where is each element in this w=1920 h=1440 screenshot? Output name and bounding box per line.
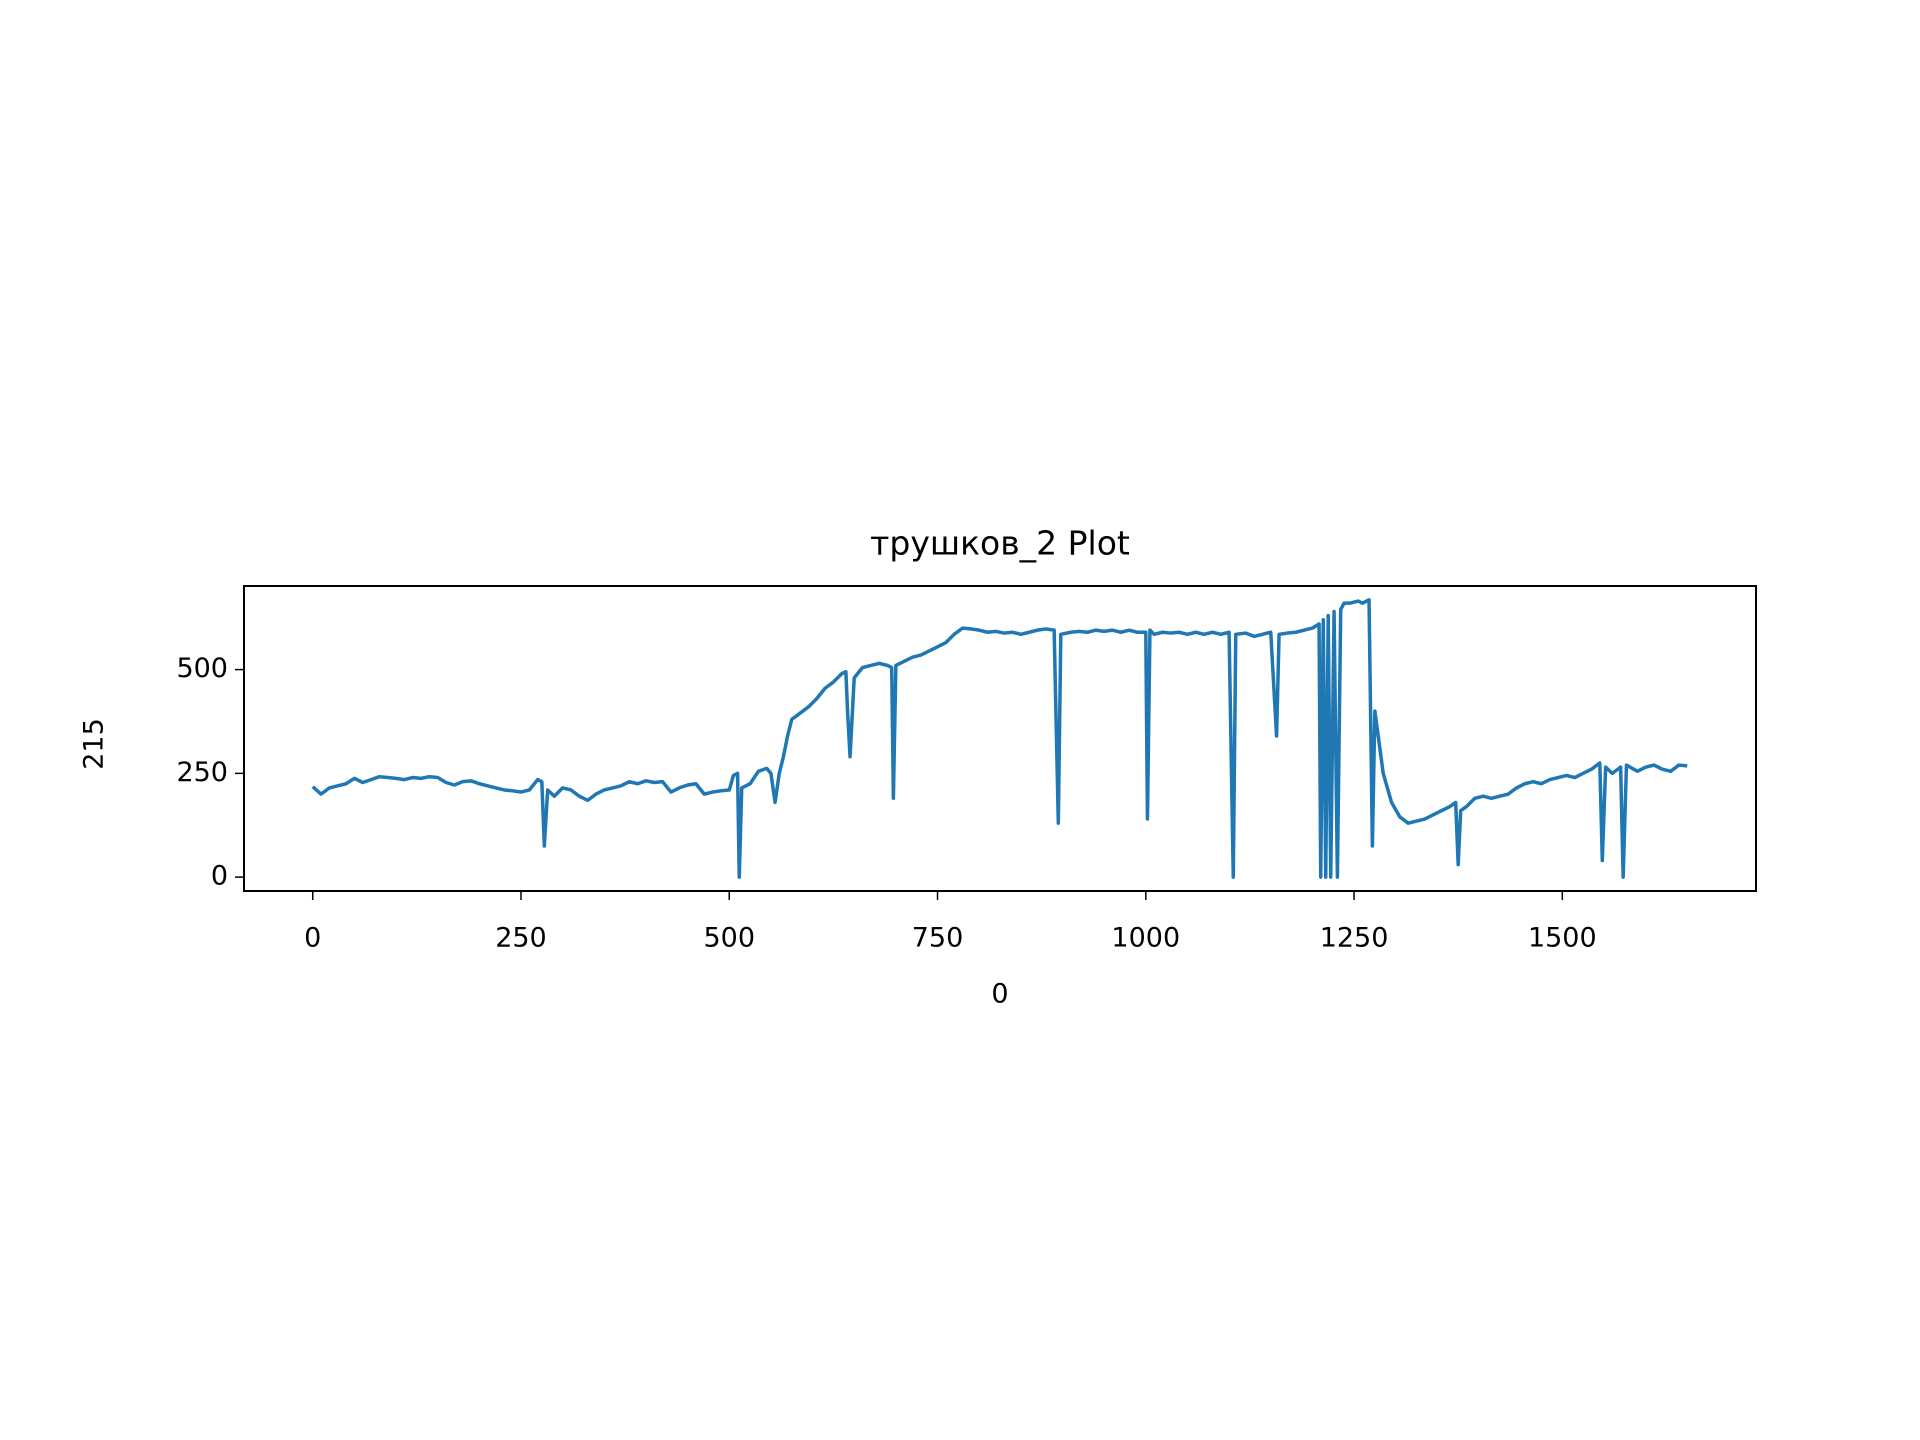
x-tick-label: 1250	[1320, 923, 1389, 954]
y-tick-label: 0	[211, 861, 228, 892]
x-tick-label: 1500	[1528, 923, 1597, 954]
x-tick-label: 750	[912, 923, 964, 954]
x-tick-label: 500	[703, 923, 755, 954]
y-tick-label: 250	[176, 757, 228, 788]
x-tick-label: 1000	[1111, 923, 1180, 954]
x-tick-label: 250	[495, 923, 547, 954]
x-axis-label: 0	[991, 979, 1008, 1010]
x-tick-label: 0	[304, 923, 321, 954]
y-axis-label: 215	[79, 718, 110, 770]
y-tick-label: 500	[176, 653, 228, 684]
data-line	[311, 598, 1688, 879]
plot-frame	[243, 585, 1757, 892]
chart-title: трушков_2 Plot	[870, 524, 1130, 563]
